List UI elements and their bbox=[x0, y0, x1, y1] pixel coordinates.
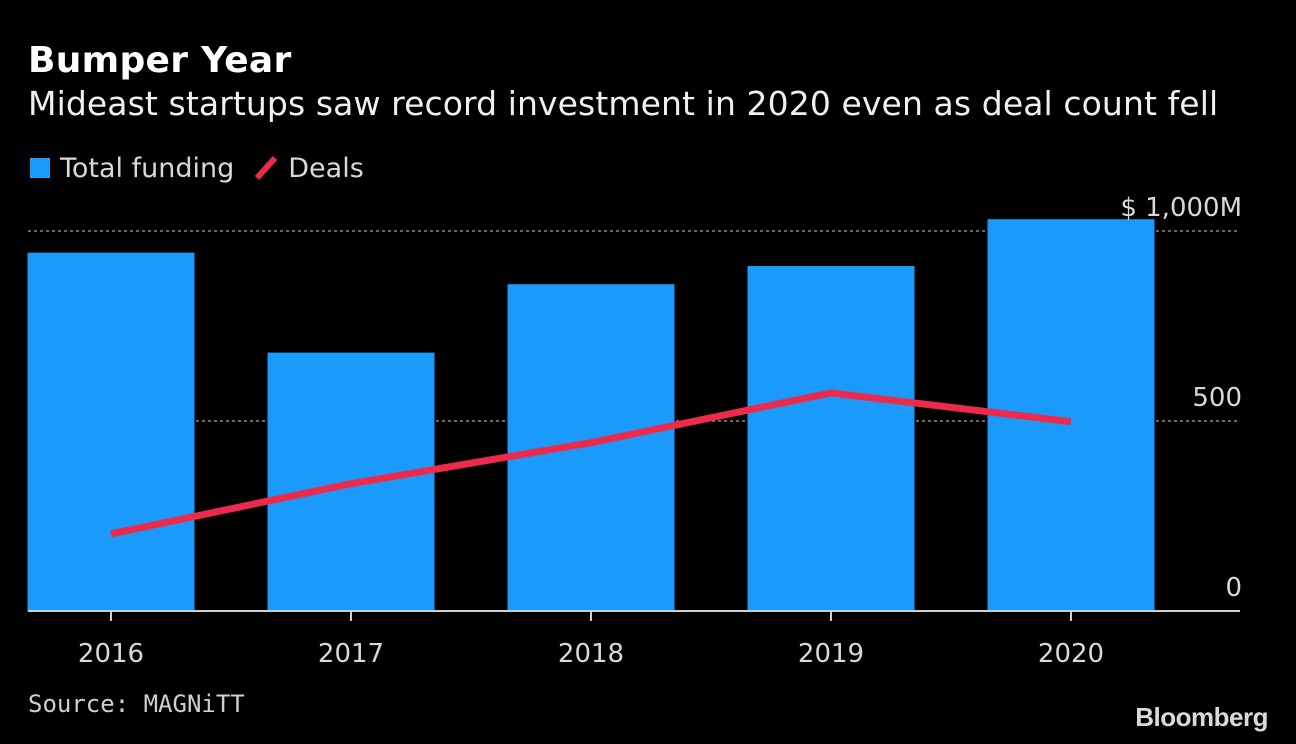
bar-2016 bbox=[27, 252, 195, 611]
legend-deals-label: Deals bbox=[288, 152, 364, 184]
deals-line bbox=[110, 389, 1072, 538]
legend-funding-label: Total funding bbox=[60, 152, 235, 184]
chart-subtitle: Mideast startups saw record investment i… bbox=[28, 84, 1219, 123]
legend: Total funding Deals bbox=[30, 150, 384, 186]
y-tick-label-500: 500 bbox=[1192, 383, 1242, 413]
source-note: Source: MAGNiTT bbox=[28, 690, 245, 718]
chart-title: Bumper Year bbox=[28, 40, 292, 81]
bar-2019 bbox=[747, 265, 915, 611]
legend-item-deals: Deals bbox=[254, 153, 364, 184]
legend-bar-swatch-icon bbox=[30, 158, 50, 178]
x-tick-label-2019: 2019 bbox=[798, 639, 864, 669]
bar-2018 bbox=[507, 284, 675, 611]
x-tick-label-2020: 2020 bbox=[1038, 639, 1104, 669]
x-tick-label-2017: 2017 bbox=[318, 639, 384, 669]
legend-item-funding: Total funding bbox=[30, 153, 234, 184]
y-tick-label-1000: $ 1,000M bbox=[1120, 193, 1242, 223]
brand-logo: Bloomberg bbox=[1135, 702, 1268, 732]
y-tick-label-0: 0 bbox=[1225, 573, 1242, 603]
x-tick-label-2018: 2018 bbox=[558, 639, 624, 669]
legend-line-swatch-icon bbox=[255, 155, 278, 181]
x-tick-label-2016: 2016 bbox=[78, 639, 144, 669]
